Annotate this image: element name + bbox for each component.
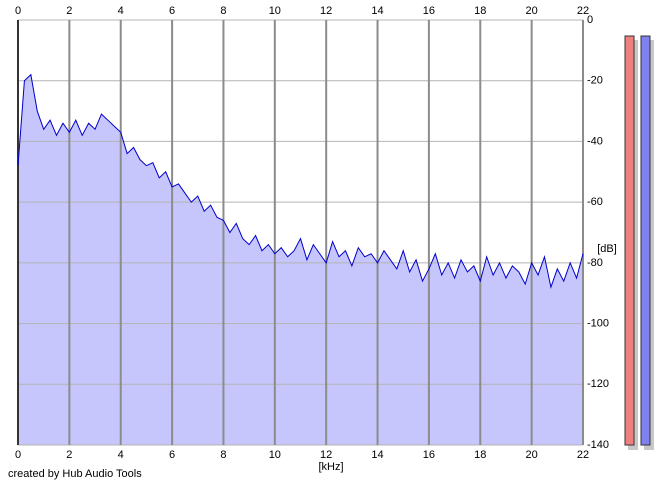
spectrum-line xyxy=(17,73,584,289)
x-tick-label: 2 xyxy=(66,5,72,17)
x-tick-label: 12 xyxy=(320,449,332,461)
x-tick-label: 0 xyxy=(15,5,21,17)
credit: created by Hub Audio Tools xyxy=(8,468,142,480)
x-tick-label: 6 xyxy=(169,5,175,17)
x-tick-label: 18 xyxy=(474,5,486,17)
x-tick-label: 16 xyxy=(423,449,435,461)
y-tick-label: -20 xyxy=(587,75,603,87)
y-tick-label: -80 xyxy=(587,257,603,269)
x-tick-label: 14 xyxy=(371,449,383,461)
y-tick-label: -100 xyxy=(587,317,609,329)
y-tick-label: -120 xyxy=(587,378,609,390)
x-tick-label: 10 xyxy=(269,449,281,461)
x-tick-label: 4 xyxy=(118,449,124,461)
x-tick-label: 22 xyxy=(577,5,589,17)
x-tick-label: 18 xyxy=(474,449,486,461)
x-axis-label: [kHz] xyxy=(318,461,343,473)
y-tick-label: 0 xyxy=(587,14,593,26)
plot-area: 0-20-40-60-80-100-120-140002244668810101… xyxy=(15,5,609,461)
x-tick-label: 0 xyxy=(15,449,21,461)
x-tick-label: 2 xyxy=(66,449,72,461)
x-tick-label: 20 xyxy=(526,449,538,461)
y-axis-label: [dB] xyxy=(597,243,617,255)
right-level-meter xyxy=(640,35,651,446)
x-tick-label: 12 xyxy=(320,5,332,17)
x-tick-label: 20 xyxy=(526,5,538,17)
y-tick-label: -60 xyxy=(587,196,603,208)
left-level-meter xyxy=(624,35,635,446)
x-tick-label: 8 xyxy=(220,5,226,17)
x-tick-label: 14 xyxy=(371,5,383,17)
area xyxy=(18,74,583,445)
x-tick-label: 4 xyxy=(118,5,124,17)
x-tick-label: 8 xyxy=(220,449,226,461)
x-tick-label: 6 xyxy=(169,449,175,461)
y-tick-label: -140 xyxy=(587,439,609,451)
x-tick-label: 10 xyxy=(269,5,281,17)
y-tick-label: -40 xyxy=(587,135,603,147)
x-tick-label: 22 xyxy=(577,449,589,461)
x-tick-label: 16 xyxy=(423,5,435,17)
